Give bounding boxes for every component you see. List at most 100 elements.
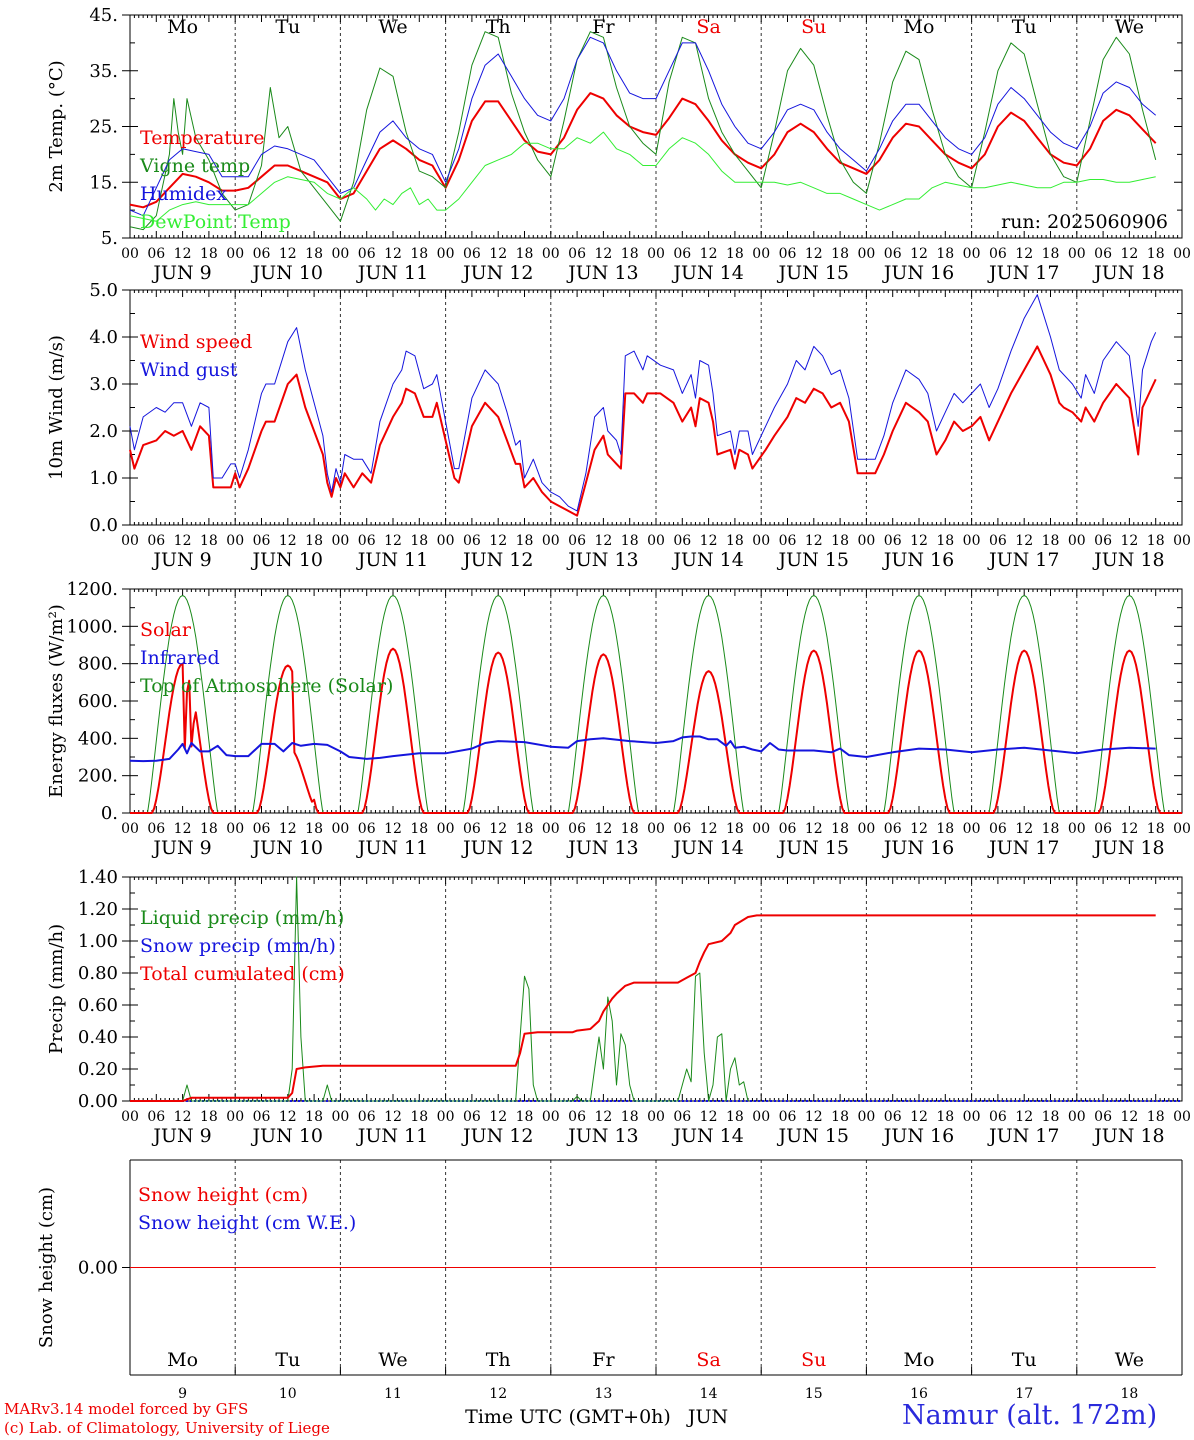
hour-tick-label: 12 xyxy=(805,821,823,837)
hour-tick-label: 12 xyxy=(1015,533,1033,549)
date-tick-label: JUN 12 xyxy=(461,549,533,571)
date-tick-label: JUN 18 xyxy=(1092,549,1164,571)
hour-tick-label: 18 xyxy=(410,821,428,837)
date-tick-label: JUN 10 xyxy=(251,262,323,284)
hour-tick-label: 06 xyxy=(673,821,691,837)
hour-tick-label: 18 xyxy=(726,533,744,549)
hour-tick-label: 18 xyxy=(936,246,954,262)
hour-tick-label: 00 xyxy=(963,821,981,837)
hour-tick-label: 00 xyxy=(437,246,455,262)
hour-tick-label: 12 xyxy=(174,821,192,837)
hour-tick-label: 06 xyxy=(884,246,902,262)
day-name-label: Tu xyxy=(275,1349,300,1371)
hour-tick-label: 18 xyxy=(726,1109,744,1125)
y-axis-label: Snow height (cm) xyxy=(36,1187,57,1348)
hour-tick-label: 00 xyxy=(752,533,770,549)
date-tick-label: JUN 9 xyxy=(151,262,211,284)
hour-tick-label: 06 xyxy=(253,821,271,837)
hour-tick-label: 00 xyxy=(1173,533,1191,549)
y-tick-label: 800. xyxy=(78,654,118,675)
hour-tick-label: 18 xyxy=(621,246,639,262)
hour-tick-label: 18 xyxy=(305,1109,323,1125)
y-axis-label: 10m Wind (m/s) xyxy=(46,335,67,480)
series-line-total-cumulated-cm- xyxy=(130,914,1156,1102)
y-axis-label: Energy fluxes (W/m²) xyxy=(46,604,67,798)
series-line-solar xyxy=(130,647,1182,814)
hour-tick-label: 18 xyxy=(410,246,428,262)
hour-tick-label: 12 xyxy=(1120,821,1138,837)
hour-tick-label: 00 xyxy=(752,1109,770,1125)
hour-tick-label: 12 xyxy=(1015,246,1033,262)
date-tick-label: JUN 16 xyxy=(882,837,954,859)
hour-tick-label: 00 xyxy=(857,246,875,262)
date-tick-label: JUN 11 xyxy=(356,1125,428,1147)
hour-tick-label: 12 xyxy=(1120,246,1138,262)
hour-tick-label: 12 xyxy=(700,533,718,549)
date-tick-label: JUN 14 xyxy=(671,837,743,859)
hour-tick-label: 06 xyxy=(568,821,586,837)
hour-tick-label: 00 xyxy=(1173,246,1191,262)
hour-tick-label: 18 xyxy=(1042,246,1060,262)
day-number-label: 10 xyxy=(279,1386,297,1402)
legend-entry: Humidex xyxy=(140,183,227,205)
hour-tick-label: 00 xyxy=(542,821,560,837)
day-number-label: 16 xyxy=(910,1386,928,1402)
hour-tick-label: 18 xyxy=(831,1109,849,1125)
hour-tick-label: 18 xyxy=(200,1109,218,1125)
station-label: Namur (alt. 172m) xyxy=(902,1400,1158,1431)
hour-tick-label: 12 xyxy=(805,1109,823,1125)
hour-tick-label: 18 xyxy=(516,1109,534,1125)
date-tick-label: JUN 15 xyxy=(777,837,849,859)
day-number-label: 11 xyxy=(384,1386,402,1402)
hour-tick-label: 00 xyxy=(437,533,455,549)
series-line-infrared xyxy=(129,735,1156,763)
hour-tick-label: 06 xyxy=(253,1109,271,1125)
day-number-label: 9 xyxy=(178,1386,187,1402)
hour-tick-label: 00 xyxy=(542,1109,560,1125)
date-tick-label: JUN 10 xyxy=(251,837,323,859)
hour-tick-label: 00 xyxy=(437,1109,455,1125)
date-tick-label: JUN 14 xyxy=(671,262,743,284)
hour-tick-label: 00 xyxy=(331,1109,349,1125)
hour-tick-label: 06 xyxy=(884,533,902,549)
hour-tick-label: 18 xyxy=(726,246,744,262)
hour-tick-label: 06 xyxy=(358,533,376,549)
day-number-label: 14 xyxy=(700,1386,718,1402)
hour-tick-label: 18 xyxy=(831,821,849,837)
legend-entry: Vigne temp xyxy=(139,155,250,177)
hour-tick-label: 12 xyxy=(174,533,192,549)
day-name-label: Fr xyxy=(592,16,615,38)
legend-entry: Solar xyxy=(140,619,192,641)
hour-tick-label: 06 xyxy=(358,1109,376,1125)
hour-tick-label: 12 xyxy=(805,533,823,549)
hour-tick-label: 00 xyxy=(1173,1109,1191,1125)
series-line-temperature xyxy=(129,92,1157,209)
y-tick-label: 5.0 xyxy=(89,280,118,301)
hour-tick-label: 06 xyxy=(253,533,271,549)
date-tick-label: JUN 9 xyxy=(151,837,211,859)
hour-tick-label: 00 xyxy=(857,1109,875,1125)
hour-tick-label: 06 xyxy=(147,246,165,262)
hour-tick-label: 06 xyxy=(147,821,165,837)
legend-entry: DewPoint Temp xyxy=(140,211,291,233)
hour-tick-label: 06 xyxy=(673,533,691,549)
date-tick-label: JUN 13 xyxy=(566,549,638,571)
series-line-liquid-precip-mm-h- xyxy=(130,876,749,1102)
legend-entry: Liquid precip (mm/h) xyxy=(140,907,344,929)
hour-tick-label: 06 xyxy=(989,533,1007,549)
hour-tick-label: 00 xyxy=(647,246,665,262)
hour-tick-label: 06 xyxy=(568,533,586,549)
hour-tick-label: 06 xyxy=(779,246,797,262)
day-name-label: Mo xyxy=(167,1349,198,1371)
hour-tick-label: 12 xyxy=(1120,1109,1138,1125)
date-tick-label: JUN 16 xyxy=(882,549,954,571)
date-tick-label: JUN 12 xyxy=(461,1125,533,1147)
hour-tick-label: 06 xyxy=(463,821,481,837)
date-tick-label: JUN 16 xyxy=(882,262,954,284)
hour-tick-label: 18 xyxy=(936,821,954,837)
y-tick-label: 5. xyxy=(101,228,118,249)
hour-tick-label: 00 xyxy=(121,246,139,262)
y-tick-label: 600. xyxy=(78,691,118,712)
date-tick-label: JUN 11 xyxy=(356,549,428,571)
hour-tick-label: 12 xyxy=(489,246,507,262)
